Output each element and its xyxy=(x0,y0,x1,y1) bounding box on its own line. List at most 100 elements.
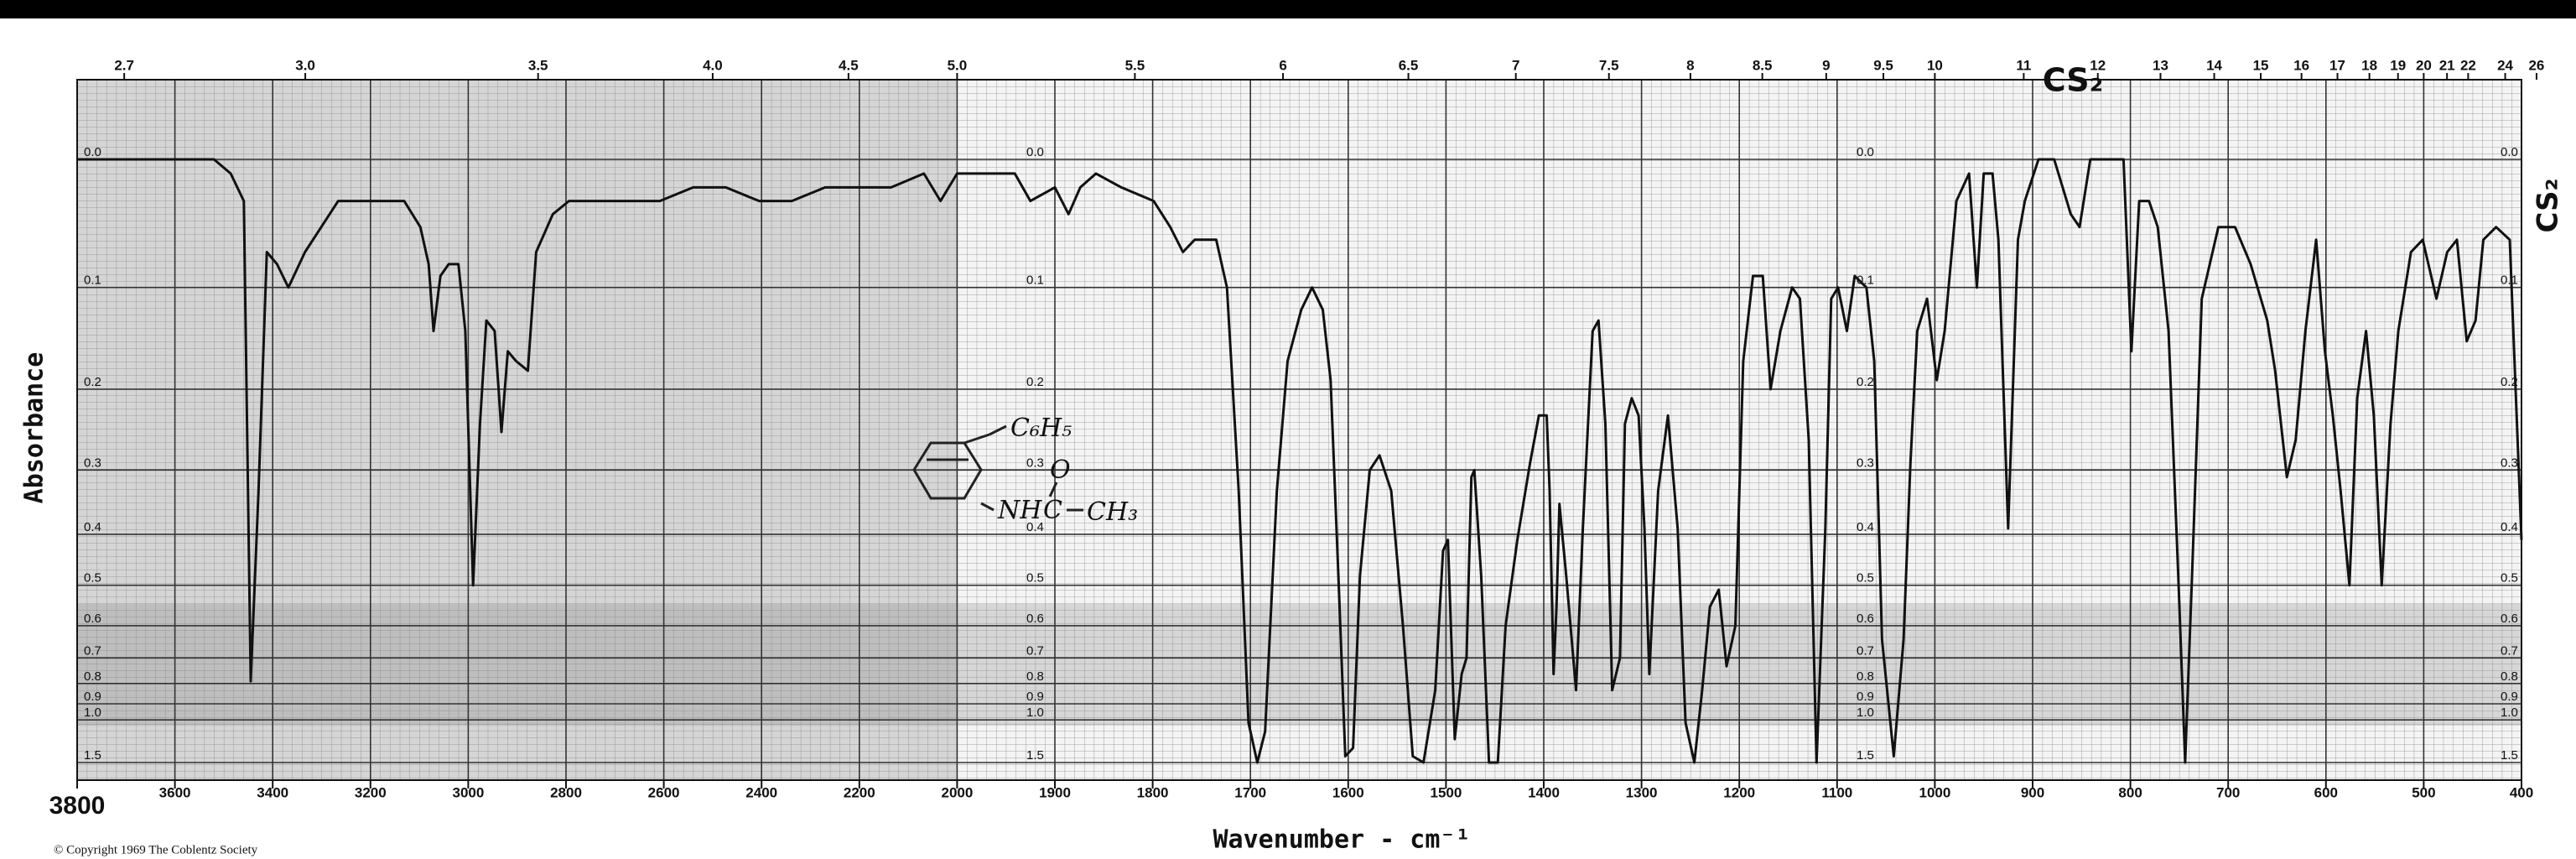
x-tick-label: 1200 xyxy=(1723,784,1755,800)
y-tick-label: 0.6 xyxy=(1857,612,1874,626)
x-tick-label: 2600 xyxy=(648,784,680,800)
x-tick-label: 3200 xyxy=(355,784,387,800)
x2-tick-label: 12 xyxy=(2090,57,2106,73)
y-tick-label: 0.2 xyxy=(1026,375,1044,389)
y-tick-label: 0.2 xyxy=(2501,375,2518,389)
x2-tick-label: 16 xyxy=(2293,57,2309,73)
x2-tick-label: 6.5 xyxy=(1399,57,1419,73)
x-tick-label: 2400 xyxy=(745,784,777,800)
copyright: © Copyright 1969 The Coblentz Society xyxy=(54,843,258,856)
structure-label: C xyxy=(1043,496,1062,525)
y-tick-label: 0.3 xyxy=(2501,456,2518,470)
y-axis-title: Absorbance xyxy=(20,352,49,504)
y-tick-label: 0.4 xyxy=(1857,520,1874,534)
structure-label: NH xyxy=(997,496,1042,525)
y-tick-label: 0.8 xyxy=(1026,669,1044,684)
y-tick-label: 0.2 xyxy=(84,375,101,389)
minor-grid xyxy=(77,80,2521,780)
x2-tick-label: 26 xyxy=(2528,57,2544,73)
x2-tick-label: 15 xyxy=(2253,57,2269,73)
y-tick-label: 0.4 xyxy=(2501,520,2518,534)
y-tick-label: 0.8 xyxy=(2501,669,2518,684)
tick-layer: 3800 3600 3400 3200 3000 2800 2600 2400 2200 2000… xyxy=(49,57,2545,819)
y-tick-label: 1.0 xyxy=(84,705,101,720)
x2-tick-label: 11 xyxy=(2016,57,2031,73)
y-tick-label: 1.0 xyxy=(2501,705,2518,720)
x-tick-label: 600 xyxy=(2314,784,2338,800)
y-tick-label: 0.6 xyxy=(2501,612,2518,626)
x2-tick-label: 3.0 xyxy=(295,57,315,73)
x2-tick-label: 18 xyxy=(2361,57,2377,73)
y-tick-label: 1.5 xyxy=(1857,748,1874,763)
y-tick-label: 1.5 xyxy=(2501,748,2518,763)
y-tick-label: 0.8 xyxy=(84,669,101,684)
y-tick-label: 0.7 xyxy=(84,643,101,658)
y-tick-label: 0.3 xyxy=(1857,456,1874,470)
y-tick-label: 0.5 xyxy=(84,571,101,586)
y-tick-label: 0.4 xyxy=(1026,520,1044,534)
x2-tick-label: 8 xyxy=(1686,57,1694,73)
y-tick-label: 0.6 xyxy=(1026,612,1044,626)
x-tick-label: 3400 xyxy=(257,784,288,800)
grid-layer xyxy=(76,80,2522,780)
y-tick-label: 0.7 xyxy=(1857,643,1874,658)
x2-tick-label: 13 xyxy=(2153,57,2168,73)
x-tick-label: 1800 xyxy=(1137,784,1169,800)
y-tick-label: 0.0 xyxy=(1857,145,1874,159)
x2-tick-label: 24 xyxy=(2497,57,2513,73)
y-tick-label: 1.5 xyxy=(84,748,101,763)
x-tick-label: 1400 xyxy=(1528,784,1560,800)
y-tick-label: 1.0 xyxy=(1026,705,1044,720)
x-tick-label: 1500 xyxy=(1430,784,1462,800)
x-axis-title: Wavenumber - cm⁻¹ xyxy=(1213,825,1470,855)
y-tick-label: 0.9 xyxy=(1026,690,1044,704)
solvent-label: CS₂ xyxy=(2043,62,2104,99)
x2-tick-label: 3.5 xyxy=(528,57,548,73)
x2-tick-label: 9 xyxy=(1822,57,1830,73)
x2-tick-label: 2.7 xyxy=(114,57,134,73)
y-tick-label: 0.1 xyxy=(1026,273,1044,288)
x-tick-label: 1600 xyxy=(1332,784,1364,800)
x2-tick-label: 6 xyxy=(1279,57,1286,73)
solvent-label: CS₂ xyxy=(2532,179,2565,233)
x-tick-label: 1700 xyxy=(1234,784,1266,800)
y-tick-label: 0.0 xyxy=(2501,145,2518,159)
y-tick-label: 0.1 xyxy=(2501,273,2518,288)
y-tick-label: 0.9 xyxy=(84,690,101,704)
x2-tick-label: 5.0 xyxy=(948,57,968,73)
y-tick-label: 0.7 xyxy=(1026,643,1044,658)
y-tick-label: 0.9 xyxy=(1857,690,1874,704)
x2-tick-label: 10 xyxy=(1927,57,1943,73)
y-tick-label: 0.8 xyxy=(1857,669,1874,684)
y-tick-label: 1.0 xyxy=(1857,705,1874,720)
x-tick-label: 3000 xyxy=(452,784,484,800)
x-tick-label: 1100 xyxy=(1821,784,1852,800)
x-tick-label: 400 xyxy=(2510,784,2533,800)
y-tick-label: 0.6 xyxy=(84,612,101,626)
y-tick-label: 0.5 xyxy=(1857,571,1874,586)
x-tick-label: 900 xyxy=(2021,784,2044,800)
y-tick-label: 0.5 xyxy=(1026,571,1044,586)
x-tick-label: 2800 xyxy=(550,784,582,800)
y-tick-label: 0.2 xyxy=(1857,375,1874,389)
x2-tick-label: 4.0 xyxy=(703,57,723,73)
y-tick-label: 0.1 xyxy=(1857,273,1874,288)
y-tick-label: 0.4 xyxy=(84,520,101,534)
x-tick-label: 500 xyxy=(2412,784,2435,800)
x-tick-label: 700 xyxy=(2216,784,2240,800)
structure-sketch: C₆H₅ O NH C CH₃ xyxy=(912,414,1138,527)
structure-label: C₆H₅ xyxy=(1010,414,1072,443)
y-tick-label: 0.0 xyxy=(1026,145,1044,159)
structure-label: O xyxy=(1050,456,1071,485)
y-tick-label: 1.5 xyxy=(1026,748,1044,763)
scan-edge xyxy=(0,0,2576,18)
x2-tick-label: 8.5 xyxy=(1753,57,1773,73)
x2-tick-label: 19 xyxy=(2390,57,2406,73)
x2-tick-label: 14 xyxy=(2206,57,2222,73)
y-tick-label: 0.0 xyxy=(84,145,101,159)
spectrum-line xyxy=(77,158,2523,764)
x2-tick-label: 9.5 xyxy=(1873,57,1893,73)
plot-frame xyxy=(76,79,2522,781)
